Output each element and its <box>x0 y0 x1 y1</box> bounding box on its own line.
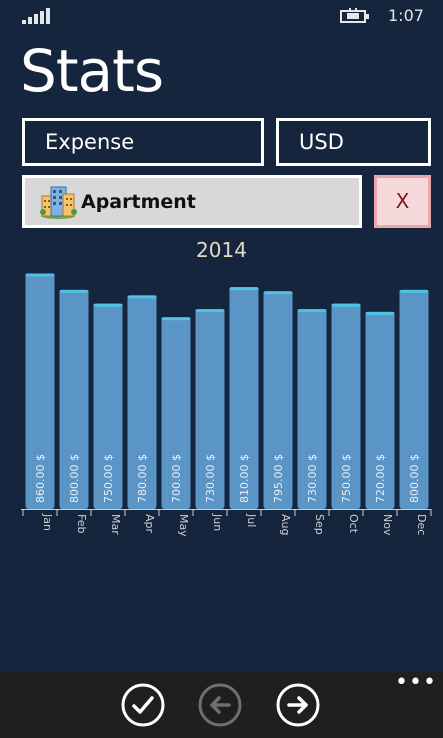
building-icon <box>40 186 77 219</box>
tick-label-jan: Jan <box>41 513 54 531</box>
value-label-feb: 800.00 $ <box>68 454 81 503</box>
app-bar: ••• <box>0 672 443 738</box>
value-label-may: 700.00 $ <box>170 454 183 503</box>
value-label-oct: 750.00 $ <box>340 454 353 503</box>
bar-top-jan <box>25 273 55 277</box>
bar-aug <box>263 291 293 509</box>
bar-top-jun <box>195 309 225 313</box>
value-label-aug: 795.00 $ <box>272 454 285 503</box>
bar-top-apr <box>127 295 157 299</box>
bar-top-aug <box>263 291 293 295</box>
signal-icon <box>22 8 50 24</box>
bar-oct <box>331 303 361 509</box>
value-label-jun: 730.00 $ <box>204 454 217 503</box>
bar-top-may <box>161 317 191 321</box>
tick-label-dec: Dec <box>415 514 428 535</box>
arrow-right-icon[interactable] <box>276 683 320 727</box>
value-label-mar: 750.00 $ <box>102 454 115 503</box>
bar-nov <box>365 311 395 509</box>
bar-top-dec <box>399 289 429 293</box>
chart-title: 2014 <box>196 238 247 262</box>
tick-label-may: May <box>177 514 190 537</box>
value-label-nov: 720.00 $ <box>374 454 387 503</box>
check-icon[interactable] <box>121 683 165 727</box>
bar-chart: 860.00 $ Jan 800.00 $ Feb 750.00 $ Mar 780.00 … <box>21 273 432 537</box>
tick-label-nov: Nov <box>381 514 394 536</box>
status-bar: 1:07 <box>0 0 443 32</box>
bar-apr <box>127 295 157 509</box>
value-label-jan: 860.00 $ <box>34 454 47 503</box>
currency-selector[interactable]: USD <box>276 118 431 166</box>
bar-top-nov <box>365 311 395 315</box>
more-options-button[interactable]: ••• <box>395 670 437 695</box>
tick-label-mar: Mar <box>109 514 122 535</box>
tick-label-aug: Aug <box>279 514 292 535</box>
tick-label-jul: Jul <box>245 513 258 527</box>
value-label-jul: 810.00 $ <box>238 454 251 503</box>
tick-label-jun: Jun <box>211 513 224 531</box>
page-title: Stats <box>20 37 164 105</box>
value-label-apr: 780.00 $ <box>136 454 149 503</box>
bar-may <box>161 317 191 509</box>
status-time: 1:07 <box>388 6 424 25</box>
bar-feb <box>59 289 89 509</box>
bar-top-feb <box>59 289 89 293</box>
bar-mar <box>93 303 123 509</box>
bar-jul <box>229 287 259 509</box>
tick-label-apr: Apr <box>143 514 156 534</box>
category-label: Apartment <box>81 191 196 213</box>
value-label-dec: 800.00 $ <box>408 454 421 503</box>
type-selector[interactable]: Expense <box>22 118 264 166</box>
tick-label-sep: Sep <box>313 514 326 535</box>
arrow-left-icon[interactable] <box>198 683 242 727</box>
clear-category-button[interactable]: X <box>374 175 431 228</box>
bar-top-oct <box>331 303 361 307</box>
battery-charging-icon <box>340 8 369 23</box>
bar-jun <box>195 309 225 509</box>
bar-top-sep <box>297 309 327 313</box>
bar-top-mar <box>93 303 123 307</box>
bar-top-jul <box>229 287 259 291</box>
bar-sep <box>297 309 327 509</box>
bar-jan <box>25 273 55 509</box>
value-label-sep: 730.00 $ <box>306 454 319 503</box>
bar-dec <box>399 289 429 509</box>
tick-label-oct: Oct <box>347 514 360 534</box>
category-selector[interactable]: Apartment <box>22 175 362 228</box>
tick-label-feb: Feb <box>75 514 88 533</box>
